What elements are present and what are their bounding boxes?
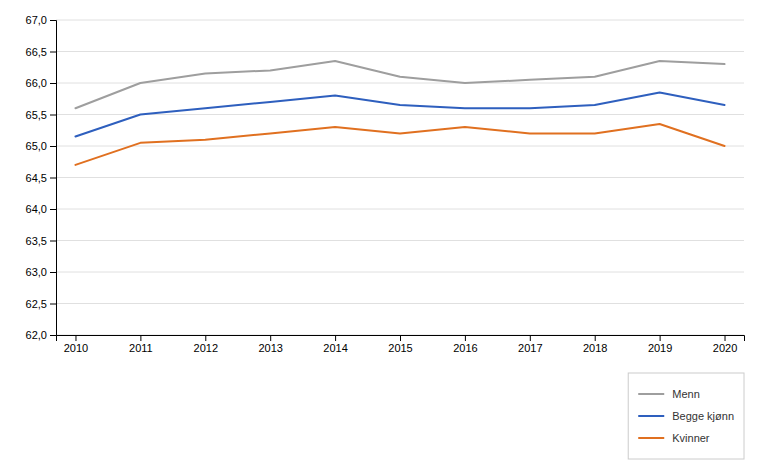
x-tick-label: 2018 [583, 342, 607, 354]
y-tick-mark [50, 304, 56, 305]
y-tick-mark [50, 272, 56, 273]
y-tick: 64,5 [26, 172, 56, 184]
x-tick: 2012 [194, 335, 218, 354]
x-tick-label: 2020 [713, 342, 737, 354]
y-tick: 65,5 [26, 109, 56, 121]
y-tick: 66,5 [26, 46, 56, 58]
y-tick-label: 63,5 [26, 235, 47, 247]
y-tick-label: 62,0 [26, 329, 47, 341]
y-tick: 63,5 [26, 235, 56, 247]
x-tick-label: 2014 [323, 342, 347, 354]
y-tick-mark [50, 209, 56, 210]
x-tick-mark [595, 335, 596, 341]
x-tick-mark [75, 335, 76, 341]
y-tick-mark [50, 20, 56, 21]
x-tick: 2016 [453, 335, 477, 354]
y-axis: 62,0 62,5 63,0 63,5 64,0 64,5 65,0 65,5 66,0 66,5… [26, 14, 57, 341]
grid [56, 20, 744, 335]
x-tick: 2015 [388, 335, 412, 354]
y-tick: 63,0 [26, 266, 56, 278]
y-tick-mark [50, 83, 56, 84]
x-tick-label: 2010 [64, 342, 88, 354]
plot: 2010 2011 2012 2013 2014 2015 2016 2017 2018 2019… [26, 14, 745, 354]
grid-line [56, 272, 744, 273]
x-tick-mark [530, 335, 531, 341]
x-axis-line [57, 336, 745, 342]
x-tick: 2018 [583, 335, 607, 354]
grid-line [56, 51, 744, 52]
x-tick-mark [465, 335, 466, 341]
x-tick-mark [400, 335, 401, 341]
series-line [75, 61, 724, 108]
y-tick-label: 62,5 [26, 298, 47, 310]
y-tick-mark [50, 241, 56, 242]
y-tick: 65,0 [26, 140, 56, 152]
x-tick-mark [725, 335, 726, 341]
y-tick-label: 64,0 [26, 203, 47, 215]
x-tick: 2010 [64, 335, 88, 354]
y-tick-mark [50, 178, 56, 179]
y-tick: 66,0 [26, 77, 56, 89]
grid-line [56, 303, 744, 304]
x-tick-label: 2013 [258, 342, 282, 354]
grid-line [56, 114, 744, 115]
lines [75, 61, 724, 165]
grid-line [56, 209, 744, 210]
y-tick-label: 65,5 [26, 109, 47, 121]
x-tick-mark [140, 335, 141, 341]
x-tick: 2013 [258, 335, 282, 354]
x-tick-label: 2012 [194, 342, 218, 354]
y-axis-line [50, 21, 57, 336]
x-tick: 2014 [323, 335, 347, 354]
y-tick-label: 64,5 [26, 172, 47, 184]
x-tick-label: 2016 [453, 342, 477, 354]
legend-swatch [638, 415, 664, 417]
grid-line [56, 177, 744, 178]
x-tick: 2019 [648, 335, 672, 354]
x-tick-mark [270, 335, 271, 341]
x-tick: 2017 [518, 335, 542, 354]
y-tick: 62,5 [26, 298, 56, 310]
series-line [75, 124, 724, 165]
grid-line [56, 146, 744, 147]
grid-line [56, 240, 744, 241]
grid-line [56, 83, 744, 84]
x-tick-mark [335, 335, 336, 341]
x-axis: 2010 2011 2012 2013 2014 2015 2016 2017 2018 2019… [57, 335, 745, 354]
y-tick: 67,0 [26, 14, 56, 26]
legend-swatch [638, 437, 664, 439]
y-tick-label: 63,0 [26, 266, 47, 278]
grid-line [56, 20, 744, 21]
y-tick-mark [50, 52, 56, 53]
legend-label: Menn [672, 388, 700, 400]
y-tick-mark [50, 335, 56, 336]
x-tick-mark [205, 335, 206, 341]
legend-label: Begge kjønn [672, 410, 734, 422]
x-tick-label: 2017 [518, 342, 542, 354]
x-tick-label: 2015 [388, 342, 412, 354]
x-tick: 2020 [713, 335, 737, 354]
legend-swatch [638, 393, 664, 395]
y-tick-mark [50, 146, 56, 147]
y-tick: 62,0 [26, 329, 56, 341]
chart: 2010 2011 2012 2013 2014 2015 2016 2017 2018 2019… [0, 0, 768, 465]
y-tick-label: 66,5 [26, 46, 47, 58]
y-tick-label: 65,0 [26, 140, 47, 152]
x-tick-mark [660, 335, 661, 341]
series-line [75, 92, 724, 136]
y-tick: 64,0 [26, 203, 56, 215]
legend-box [628, 373, 744, 459]
legend: Menn Begge kjønn Kvinner [628, 373, 744, 459]
x-tick-label: 2011 [129, 342, 153, 354]
y-tick-label: 67,0 [26, 14, 47, 26]
x-tick-label: 2019 [648, 342, 672, 354]
y-tick-label: 66,0 [26, 77, 47, 89]
y-tick-mark [50, 115, 56, 116]
x-tick: 2011 [129, 335, 153, 354]
legend-label: Kvinner [672, 432, 710, 444]
